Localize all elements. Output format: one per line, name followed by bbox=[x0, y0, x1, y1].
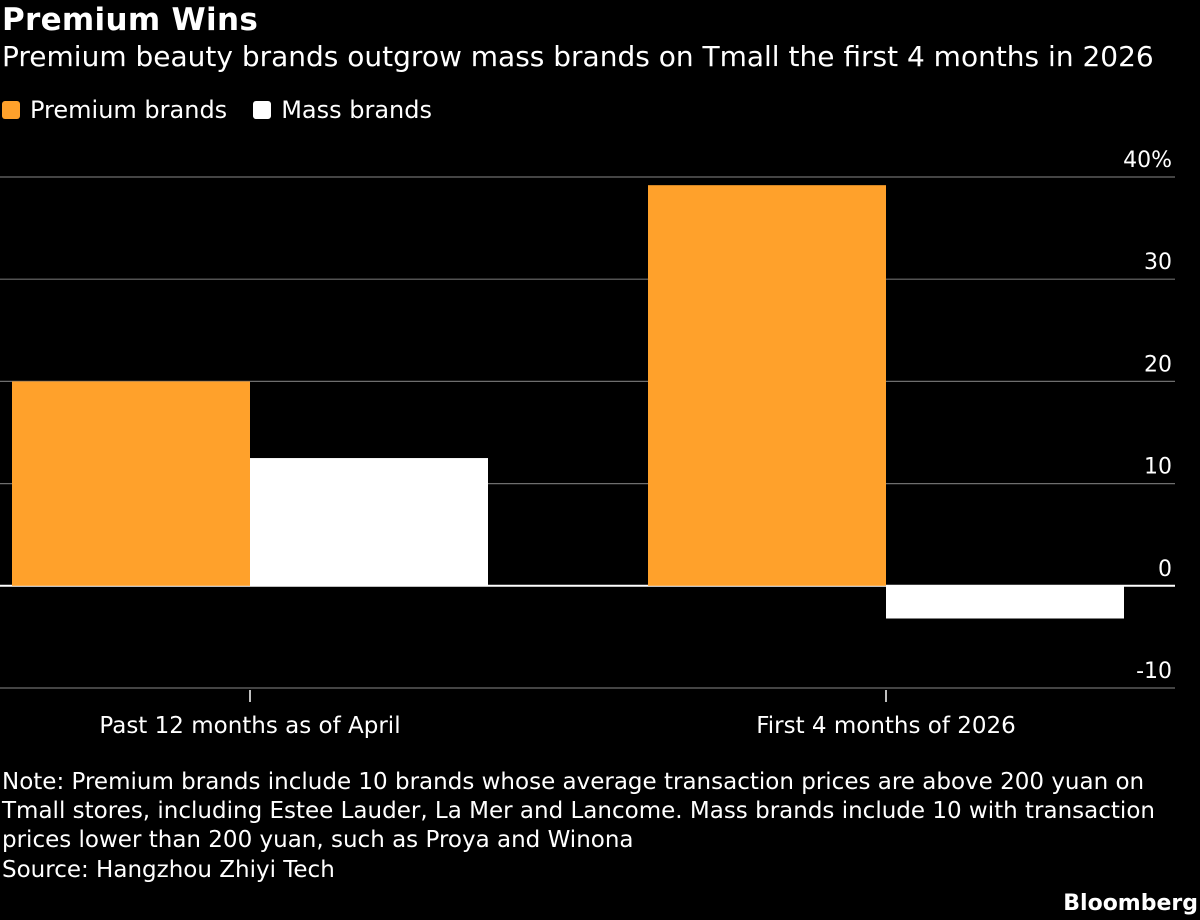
bar-premium bbox=[12, 381, 250, 586]
y-tick-label: 10 bbox=[1144, 455, 1172, 480]
x-category-label: Past 12 months as of April bbox=[99, 713, 400, 739]
legend-swatch-premium bbox=[2, 101, 20, 119]
legend: Premium brands Mass brands bbox=[2, 96, 458, 124]
chart-source: Source: Hangzhou Zhiyi Tech bbox=[2, 857, 335, 883]
bar-mass bbox=[886, 585, 1124, 619]
legend-item-premium: Premium brands bbox=[2, 96, 227, 124]
bar-chart: 40% 30 20 10 0 -10 Past 12 months as of April F… bbox=[0, 148, 1175, 739]
chart-note: Note: Premium brands include 10 brands w… bbox=[2, 769, 1155, 853]
y-tick-label: -10 bbox=[1136, 659, 1172, 684]
legend-label-premium: Premium brands bbox=[30, 96, 228, 124]
y-tick-label: 40% bbox=[1123, 148, 1172, 173]
x-category-label: First 4 months of 2026 bbox=[756, 713, 1016, 739]
legend-swatch-mass bbox=[253, 101, 272, 119]
y-tick-label: 0 bbox=[1158, 557, 1172, 582]
y-tick-label: 20 bbox=[1144, 352, 1172, 377]
chart-subtitle: Premium beauty brands outgrow mass brand… bbox=[2, 40, 1154, 73]
bloomberg-logo: Bloomberg bbox=[1063, 891, 1198, 916]
legend-label-mass: Mass brands bbox=[281, 96, 432, 124]
bar-mass bbox=[250, 458, 488, 586]
legend-item-mass: Mass brands bbox=[253, 96, 432, 124]
chart-title: Premium Wins bbox=[2, 2, 259, 38]
bar-premium bbox=[648, 185, 886, 586]
y-tick-label: 30 bbox=[1144, 250, 1172, 275]
